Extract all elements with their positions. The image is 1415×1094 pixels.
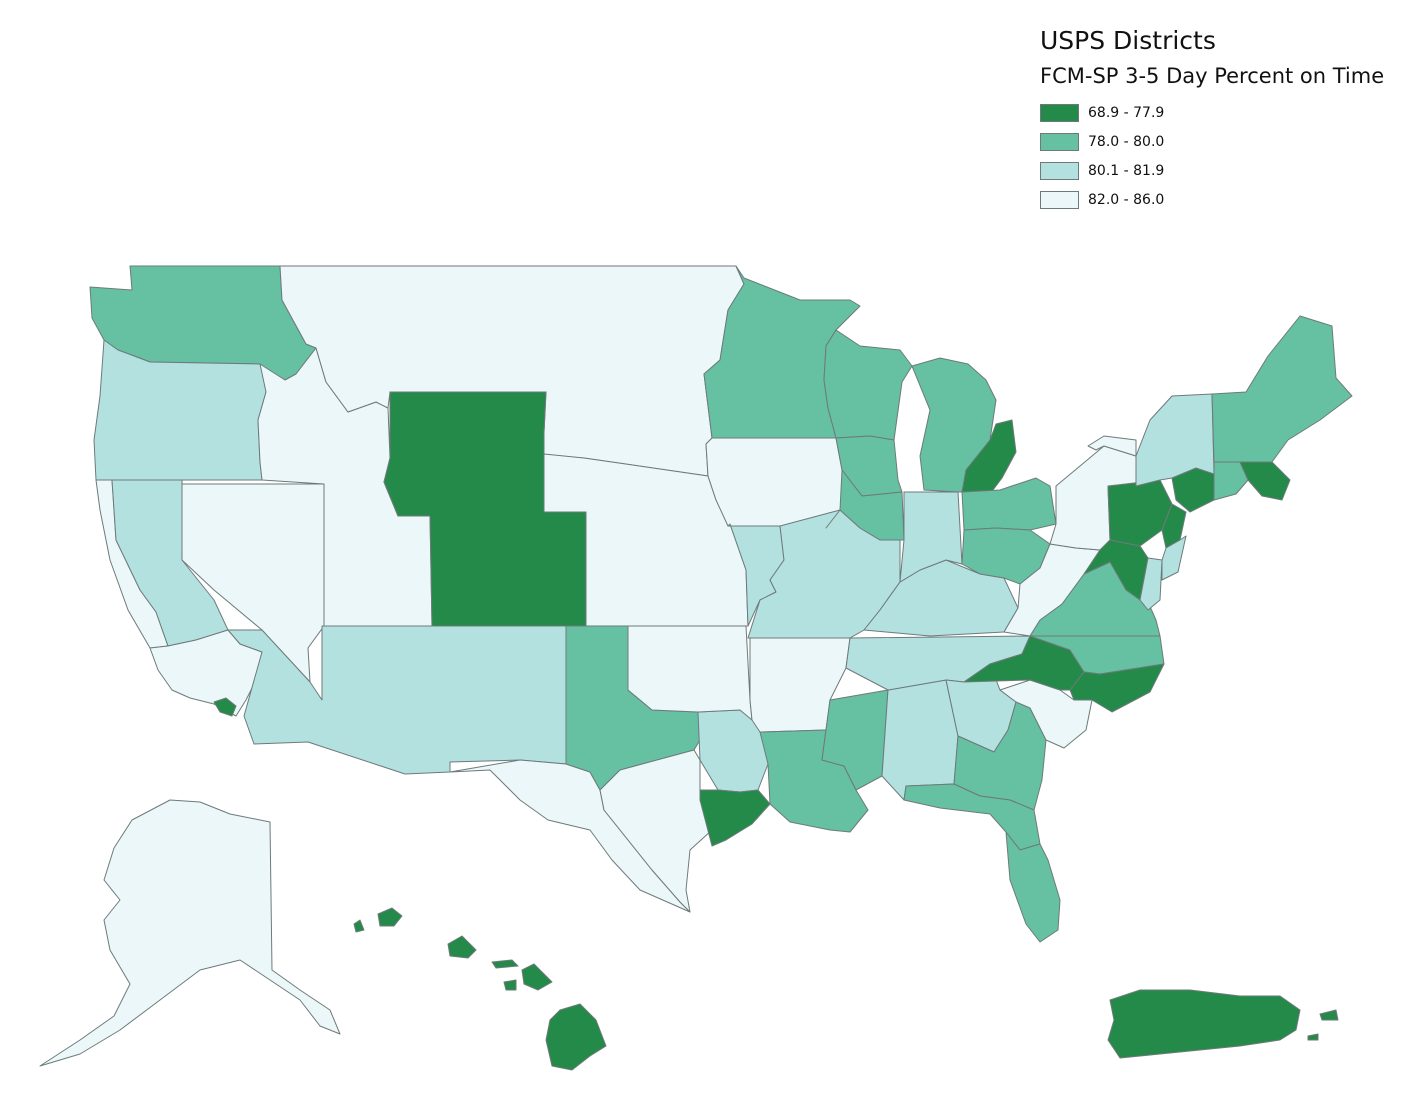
legend-swatch <box>1040 161 1079 180</box>
legend-item: 82.0 - 86.0 <box>1040 185 1410 214</box>
legend-swatch <box>1040 103 1079 122</box>
legend-item: 80.1 - 81.9 <box>1040 156 1410 185</box>
map-legend: USPS Districts FCM-SP 3-5 Day Percent on… <box>1040 24 1410 214</box>
district-north-carolina-east[interactable] <box>1069 663 1165 713</box>
legend-label: 68.9 - 77.9 <box>1088 104 1165 121</box>
district-texas-central[interactable] <box>599 749 713 913</box>
legend-title: USPS Districts <box>1040 26 1216 55</box>
legend-swatch <box>1040 190 1079 209</box>
district-alabama[interactable] <box>881 679 959 801</box>
legend-subtitle: FCM-SP 3-5 Day Percent on Time <box>1040 64 1385 88</box>
district-oklahoma[interactable] <box>585 625 753 721</box>
legend-item: 68.9 - 77.9 <box>1040 98 1410 127</box>
district-new-jersey[interactable] <box>1161 503 1187 549</box>
legend-label: 82.0 - 86.0 <box>1088 191 1165 208</box>
district-los-angeles[interactable] <box>213 697 237 717</box>
legend-swatch <box>1040 132 1079 151</box>
district-northern-new-england[interactable] <box>1211 315 1353 463</box>
district-indiana[interactable] <box>899 491 963 583</box>
district-new-jersey-south[interactable] <box>1161 535 1187 581</box>
legend-items: 68.9 - 77.9 78.0 - 80.0 80.1 - 81.9 82.0… <box>1040 98 1410 214</box>
district-wyoming-colorado[interactable] <box>383 391 587 627</box>
district-new-york-upstate[interactable] <box>1135 393 1215 487</box>
district-south-florida[interactable] <box>1005 831 1061 943</box>
district-delmarva[interactable] <box>1139 557 1163 611</box>
legend-label: 80.1 - 81.9 <box>1088 162 1165 179</box>
legend-item: 78.0 - 80.0 <box>1040 127 1410 156</box>
district-west-virginia[interactable] <box>1003 543 1101 637</box>
district-houston[interactable] <box>699 789 771 847</box>
district-illinois-central[interactable] <box>825 469 905 541</box>
district-hawaii[interactable] <box>353 907 607 1071</box>
district-arizona[interactable] <box>227 625 567 775</box>
legend-label: 78.0 - 80.0 <box>1088 133 1165 150</box>
district-wisconsin[interactable] <box>823 329 913 441</box>
district-puerto-rico[interactable] <box>1107 989 1339 1059</box>
district-alaska[interactable] <box>39 799 341 1067</box>
district-new-york-west[interactable] <box>1087 435 1137 457</box>
district-pennsylvania-east[interactable] <box>1107 479 1173 547</box>
